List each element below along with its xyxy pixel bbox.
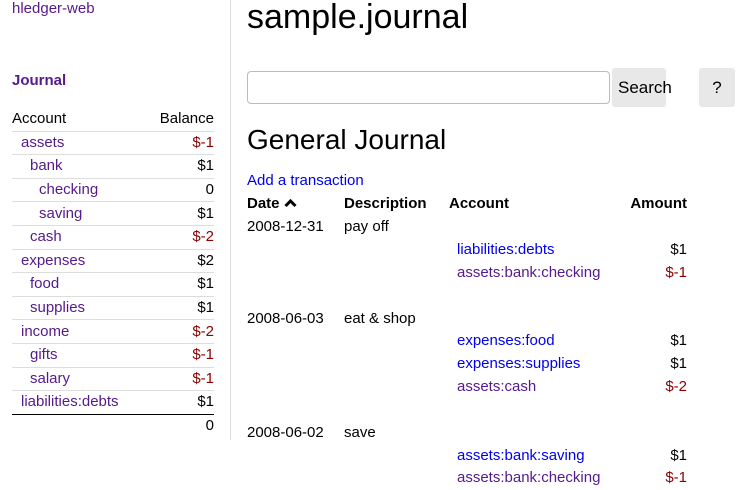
posting-row: expenses:supplies $1 bbox=[247, 353, 687, 376]
posting-amount: $1 bbox=[670, 240, 687, 258]
account-link[interactable]: expenses bbox=[21, 251, 86, 269]
account-link[interactable]: food bbox=[30, 275, 60, 293]
chevron-up-icon bbox=[284, 195, 297, 212]
journal-table: Date Description Account Amount 2008-12-… bbox=[247, 193, 687, 490]
posting-account-link[interactable]: expenses:supplies bbox=[457, 355, 581, 373]
journal-heading: General Journal bbox=[247, 124, 447, 155]
account-link[interactable]: liabilities:debts bbox=[21, 393, 119, 411]
posting-account-link[interactable]: assets:bank:checking bbox=[457, 263, 601, 281]
posting-account-link[interactable]: expenses:food bbox=[457, 332, 555, 350]
posting-row: liabilities:debts $1 bbox=[247, 239, 687, 262]
account-row: gifts $-1 bbox=[12, 342, 214, 368]
account-row: liabilities:debts $1 bbox=[12, 390, 214, 415]
account-balance: $1 bbox=[145, 390, 214, 415]
transaction-description: eat & shop bbox=[344, 309, 416, 327]
account-row: food $1 bbox=[12, 272, 214, 297]
account-balance: $-2 bbox=[145, 224, 214, 250]
transaction-row: 2008-06-02 save bbox=[247, 421, 687, 444]
posting-amount: $-1 bbox=[665, 263, 687, 281]
posting-account-link[interactable]: liabilities:debts bbox=[457, 240, 555, 258]
description-header: Description bbox=[344, 195, 427, 213]
account-link[interactable]: supplies bbox=[30, 299, 86, 317]
help-button[interactable]: ? bbox=[699, 68, 735, 107]
posting-row: assets:bank:checking $-1 bbox=[247, 261, 687, 284]
account-header: Account bbox=[12, 110, 67, 128]
account-row: assets $-1 bbox=[12, 130, 214, 155]
account-balance: $-1 bbox=[145, 342, 214, 368]
sidebar: hledger-web Journal Account Balance asset… bbox=[0, 0, 231, 440]
posting-row: assets:bank:checking $-1 bbox=[247, 467, 687, 490]
amount-header: Amount bbox=[630, 195, 687, 213]
account-link[interactable]: income bbox=[21, 322, 70, 340]
account-balance: $1 bbox=[145, 272, 214, 297]
posting-amount: $1 bbox=[670, 332, 687, 350]
account-row: supplies $1 bbox=[12, 295, 214, 320]
account-row: cash $-2 bbox=[12, 224, 214, 250]
transaction-date: 2008-06-02 bbox=[247, 423, 324, 441]
account-balance: $1 bbox=[145, 154, 214, 179]
account-balance: $-1 bbox=[145, 366, 214, 391]
account-link[interactable]: gifts bbox=[30, 346, 58, 364]
account-balance: $-2 bbox=[145, 319, 214, 344]
total-label bbox=[12, 413, 146, 438]
account-link[interactable]: salary bbox=[30, 369, 71, 387]
transaction-row: 2008-12-31 pay off bbox=[247, 216, 687, 239]
transaction-description: save bbox=[344, 423, 376, 441]
balance-header: Balance bbox=[159, 110, 214, 128]
account-row: saving $1 bbox=[12, 201, 214, 226]
transaction-date: 2008-06-03 bbox=[247, 309, 324, 327]
add-transaction-link[interactable]: Add a transaction bbox=[247, 172, 364, 189]
total-balance: 0 bbox=[145, 413, 214, 438]
account-balance: $-1 bbox=[145, 130, 214, 155]
account-link[interactable]: assets bbox=[21, 133, 65, 151]
posting-account-link[interactable]: assets:bank:saving bbox=[457, 446, 585, 464]
posting-account-link[interactable]: assets:cash bbox=[457, 377, 537, 395]
journal-link[interactable]: Journal bbox=[12, 72, 67, 89]
account-balance: $2 bbox=[145, 248, 214, 273]
posting-row: assets:cash $-2 bbox=[247, 376, 687, 399]
search-button[interactable]: Search bbox=[612, 68, 672, 107]
transaction-description: pay off bbox=[344, 218, 389, 236]
account-balance: $1 bbox=[145, 201, 214, 226]
account-link[interactable]: bank bbox=[30, 157, 63, 175]
account-row: checking 0 bbox=[12, 177, 214, 202]
account-row: income $-2 bbox=[12, 319, 214, 344]
date-header[interactable]: Date bbox=[247, 193, 344, 216]
account-link[interactable]: checking bbox=[39, 181, 99, 199]
accounts-table: Account Balance assets $-1 bank $1 checking 0 s… bbox=[12, 108, 214, 438]
transaction-date: 2008-12-31 bbox=[247, 218, 324, 236]
posting-amount: $1 bbox=[670, 355, 687, 373]
search-input[interactable] bbox=[247, 71, 610, 104]
posting-row: expenses:food $1 bbox=[247, 330, 687, 353]
account-balance: $1 bbox=[145, 295, 214, 320]
posting-amount: $1 bbox=[670, 446, 687, 464]
page-title: sample.journal bbox=[247, 0, 469, 36]
posting-row: assets:bank:saving $1 bbox=[247, 444, 687, 467]
account-row: expenses $2 bbox=[12, 248, 214, 273]
account-column-header: Account bbox=[449, 195, 509, 213]
posting-amount: $-1 bbox=[665, 469, 687, 487]
account-balance: 0 bbox=[145, 177, 214, 202]
account-link[interactable]: saving bbox=[39, 204, 83, 222]
brand-link[interactable]: hledger-web bbox=[12, 0, 95, 17]
posting-account-link[interactable]: assets:bank:checking bbox=[457, 469, 601, 487]
total-row: 0 bbox=[12, 413, 214, 438]
transaction-row: 2008-06-03 eat & shop bbox=[247, 307, 687, 330]
posting-amount: $-2 bbox=[665, 377, 687, 395]
account-row: salary $-1 bbox=[12, 366, 214, 391]
account-link[interactable]: cash bbox=[30, 228, 62, 246]
account-row: bank $1 bbox=[12, 154, 214, 179]
